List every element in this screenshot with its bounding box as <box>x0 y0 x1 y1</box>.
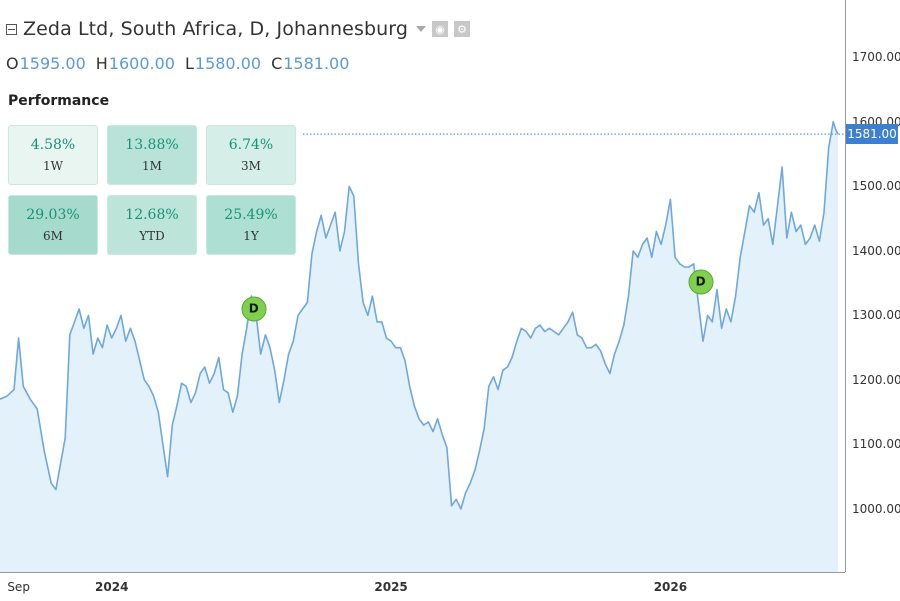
performance-period: YTD <box>139 229 165 243</box>
performance-pct: 4.58% <box>30 137 76 153</box>
performance-period: 1Y <box>243 229 259 243</box>
performance-cell-ytd[interactable]: 12.68% YTD <box>107 195 197 255</box>
y-tick-label: 1300.00 <box>852 308 900 323</box>
ohlc-high: H1600.00 <box>95 54 175 73</box>
performance-cell-1y[interactable]: 25.49% 1Y <box>206 195 296 255</box>
chevron-down-icon[interactable] <box>416 26 426 32</box>
price-line[interactable] <box>0 121 839 510</box>
performance-cell-1m[interactable]: 13.88% 1M <box>107 125 197 185</box>
x-tick-label: Sep <box>7 580 30 594</box>
ohlc-open: O1595.00 <box>6 54 86 73</box>
y-tick-label: 1000.00 <box>852 502 900 516</box>
performance-title: Performance <box>8 93 110 109</box>
symbol-title[interactable]: Zeda Ltd, South Africa, D, Johannesburg <box>23 18 408 40</box>
y-tick-label: 1700.00 <box>852 50 900 65</box>
ohlc-low: L1580.00 <box>184 54 262 73</box>
price-area <box>0 121 838 573</box>
symbol-header: Zeda Ltd, South Africa, D, Johannesburg … <box>6 18 470 40</box>
y-tick-label: 1400.00 <box>852 243 900 258</box>
performance-grid: 4.58% 1W 13.88% 1M 6.74% 3M 29.03% 6M 12… <box>8 125 296 255</box>
y-tick-label: 1500.00 <box>852 179 900 194</box>
gear-icon[interactable]: ⚙ <box>454 21 470 37</box>
price-axis[interactable] <box>845 0 900 572</box>
performance-pct: 6.74% <box>228 137 274 153</box>
performance-period: 1M <box>142 159 162 173</box>
performance-pct: 13.88% <box>125 137 179 153</box>
performance-pct: 12.68% <box>125 207 179 223</box>
x-tick-label: 2024 <box>95 580 129 594</box>
performance-cell-6m[interactable]: 29.03% 6M <box>8 195 98 255</box>
y-tick-label: 1100.00 <box>852 437 900 452</box>
time-axis[interactable] <box>0 572 845 601</box>
dividend-marker[interactable]: D <box>688 269 714 295</box>
x-tick-label: 2026 <box>653 580 688 594</box>
ohlc-values: O1595.00 H1600.00 L1580.00 C1581.00 <box>6 54 349 73</box>
eye-icon[interactable]: ◉ <box>432 21 448 37</box>
performance-period: 3M <box>241 159 261 173</box>
y-tick-label: 1200.00 <box>852 372 900 387</box>
dividend-marker[interactable]: D <box>241 296 267 322</box>
performance-pct: 25.49% <box>224 207 278 223</box>
performance-period: 6M <box>43 229 63 243</box>
performance-cell-3m[interactable]: 6.74% 3M <box>206 125 296 185</box>
x-tick-label: 2025 <box>374 580 408 594</box>
collapse-icon[interactable] <box>6 23 17 35</box>
performance-pct: 29.03% <box>26 207 80 223</box>
performance-period: 1W <box>43 159 63 173</box>
ohlc-close: C1581.00 <box>271 54 350 73</box>
performance-cell-1w[interactable]: 4.58% 1W <box>8 125 98 185</box>
last-price-label: 1581.00 <box>846 124 898 145</box>
